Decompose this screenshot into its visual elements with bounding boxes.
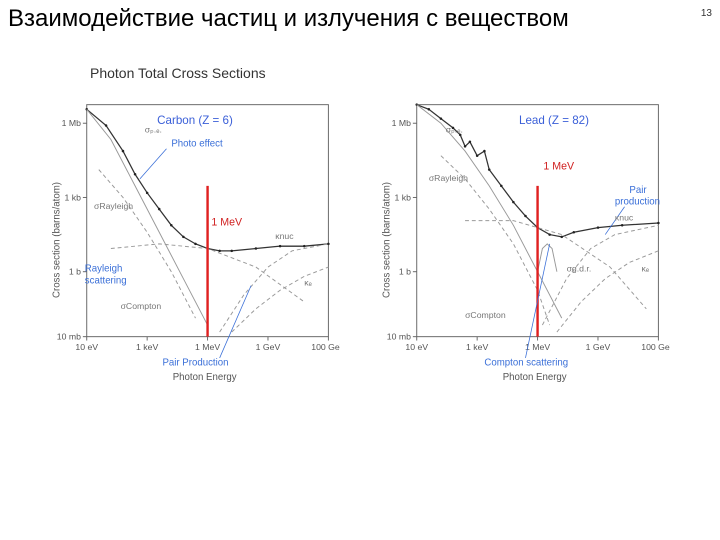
chart-carbon-title: Carbon (Z = 6) xyxy=(157,114,233,127)
x-axis-label: Photon Energy xyxy=(503,372,567,383)
svg-text:1 keV: 1 keV xyxy=(136,342,158,352)
svg-text:production: production xyxy=(615,196,660,207)
svg-text:Compton scattering: Compton scattering xyxy=(484,358,568,369)
svg-text:σCompton: σCompton xyxy=(465,310,506,320)
svg-text:κₑ: κₑ xyxy=(304,278,312,288)
y-axis-label: Cross section (barns/atom) xyxy=(52,182,63,298)
svg-text:1 MeV: 1 MeV xyxy=(211,216,243,228)
svg-text:Photo effect: Photo effect xyxy=(171,138,223,149)
svg-text:1 MeV: 1 MeV xyxy=(543,161,575,173)
svg-text:1 b: 1 b xyxy=(69,267,81,277)
svg-text:1 Mb: 1 Mb xyxy=(392,118,411,128)
page-number: 13 xyxy=(701,8,712,19)
svg-text:κnuc: κnuc xyxy=(275,231,294,241)
chart-lead-svg: 10 mb 1 b 1 kb 1 Mb 10 eV 1 keV 1 MeV 1 GeV 100 … xyxy=(380,85,670,395)
svg-text:1 b: 1 b xyxy=(399,267,411,277)
svg-text:10 eV: 10 eV xyxy=(405,342,428,352)
svg-text:10 mb: 10 mb xyxy=(387,332,411,342)
section-title: Photon Total Cross Sections xyxy=(90,65,266,81)
svg-text:100 GeV: 100 GeV xyxy=(641,342,670,352)
svg-text:1 GeV: 1 GeV xyxy=(256,342,281,352)
svg-text:σₚ.ₑ.: σₚ.ₑ. xyxy=(446,125,463,135)
svg-text:1 Mb: 1 Mb xyxy=(62,118,81,128)
chart-lead-title: Lead (Z = 82) xyxy=(519,114,589,127)
charts-container: 10 mb 1 b 1 kb 1 Mb 10 eV 1 keV 1 MeV 1 GeV 100 … xyxy=(50,85,670,395)
chart-lead: 10 mb 1 b 1 kb 1 Mb 10 eV 1 keV 1 MeV 1 GeV 100 … xyxy=(380,85,670,395)
svg-text:Rayleigh: Rayleigh xyxy=(85,264,123,275)
svg-text:10 eV: 10 eV xyxy=(75,342,98,352)
chart-carbon-svg: 10 mb 1 b 1 kb 1 Mb 10 eV 1 keV 1 MeV 1 GeV 100 … xyxy=(50,85,340,395)
svg-text:σCompton: σCompton xyxy=(121,301,162,311)
svg-text:κₑ: κₑ xyxy=(641,264,649,274)
y-axis-label: Cross section (barns/atom) xyxy=(382,182,393,298)
svg-text:Pair Production: Pair Production xyxy=(162,358,228,369)
page-title: Взаимодействие частиц и излучения с веще… xyxy=(8,5,569,33)
svg-text:100 GeV: 100 GeV xyxy=(311,342,340,352)
svg-text:σRayleigh: σRayleigh xyxy=(429,173,468,183)
svg-text:1 MeV: 1 MeV xyxy=(195,342,220,352)
chart-carbon: 10 mb 1 b 1 kb 1 Mb 10 eV 1 keV 1 MeV 1 GeV 100 … xyxy=(50,85,340,395)
svg-text:1 kb: 1 kb xyxy=(395,192,412,202)
svg-text:1 kb: 1 kb xyxy=(65,192,82,202)
x-axis-label: Photon Energy xyxy=(173,372,237,383)
svg-text:Pair: Pair xyxy=(629,185,647,196)
svg-text:10 mb: 10 mb xyxy=(57,332,81,342)
svg-text:σRayleigh: σRayleigh xyxy=(94,201,133,211)
svg-text:σg.d.r.: σg.d.r. xyxy=(567,264,592,274)
svg-text:1 GeV: 1 GeV xyxy=(586,342,611,352)
svg-text:1 keV: 1 keV xyxy=(466,342,488,352)
svg-text:κnuc: κnuc xyxy=(615,213,634,223)
svg-text:scattering: scattering xyxy=(85,275,127,286)
